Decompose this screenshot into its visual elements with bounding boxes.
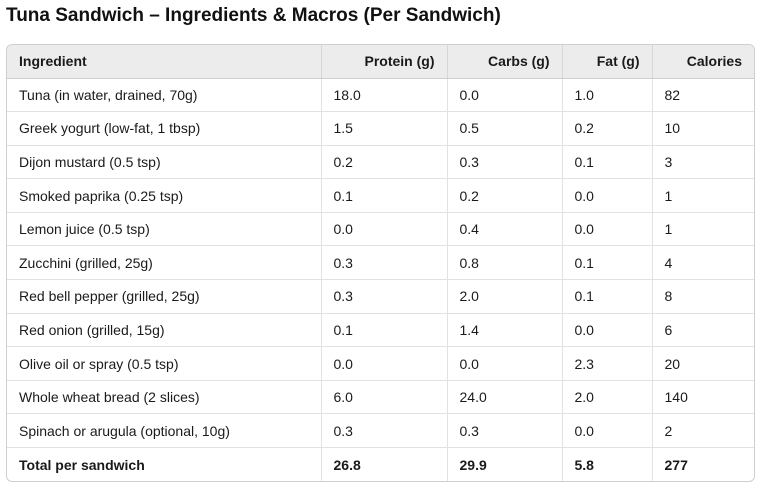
fat-cell: 0.0 (562, 413, 653, 449)
ingredient-cell: Total per sandwich (7, 447, 322, 481)
table-row: Olive oil or spray (0.5 tsp) 0.0 0.0 2.3 20 (7, 346, 754, 381)
calories-cell: 82 (652, 78, 754, 113)
fat-cell: 1.0 (562, 78, 653, 113)
header-fat: Fat (g) (562, 45, 653, 79)
carbs-cell: 0.4 (447, 212, 563, 247)
page-title: Tuna Sandwich – Ingredients & Macros (Pe… (6, 5, 501, 26)
macros-table-container: Ingredient Protein (g) Carbs (g) Fat (g)… (6, 44, 755, 482)
ingredient-cell: Lemon juice (0.5 tsp) (7, 212, 322, 247)
table-row: Spinach or arugula (optional, 10g) 0.3 0.3… (7, 413, 754, 449)
fat-cell: 2.3 (562, 346, 653, 381)
table-row: Dijon mustard (0.5 tsp) 0.2 0.3 0.1 3 (7, 145, 754, 180)
protein-cell: 0.3 (321, 279, 448, 314)
ingredient-cell: Red onion (grilled, 15g) (7, 313, 322, 348)
ingredient-cell: Red bell pepper (grilled, 25g) (7, 279, 322, 314)
ingredient-cell: Spinach or arugula (optional, 10g) (7, 413, 322, 449)
calories-cell: 8 (652, 279, 754, 314)
protein-cell: 0.0 (321, 346, 448, 381)
carbs-cell: 0.2 (447, 178, 563, 213)
calories-cell: 140 (652, 380, 754, 415)
carbs-cell: 0.8 (447, 245, 563, 281)
carbs-cell: 0.0 (447, 78, 563, 113)
total-row: Total per sandwich 26.8 29.9 5.8 277 (7, 447, 754, 481)
table-row: Lemon juice (0.5 tsp) 0.0 0.4 0.0 1 (7, 212, 754, 247)
calories-cell: 6 (652, 313, 754, 348)
table-body: Tuna (in water, drained, 70g) 18.0 0.0 1.0 8… (7, 78, 754, 481)
table-row: Red onion (grilled, 15g) 0.1 1.4 0.0 6 (7, 313, 754, 348)
fat-cell: 5.8 (562, 447, 653, 481)
calories-cell: 3 (652, 145, 754, 180)
header-ingredient: Ingredient (7, 45, 322, 79)
fat-cell: 2.0 (562, 380, 653, 415)
protein-cell: 6.0 (321, 380, 448, 415)
protein-cell: 1.5 (321, 111, 448, 146)
header-carbs: Carbs (g) (447, 45, 563, 79)
protein-cell: 0.2 (321, 145, 448, 180)
ingredient-cell: Dijon mustard (0.5 tsp) (7, 145, 322, 180)
carbs-cell: 1.4 (447, 313, 563, 348)
calories-cell: 2 (652, 413, 754, 449)
protein-cell: 0.3 (321, 413, 448, 449)
protein-cell: 0.0 (321, 212, 448, 247)
carbs-cell: 0.3 (447, 145, 563, 180)
header-calories: Calories (652, 45, 754, 79)
fat-cell: 0.1 (562, 145, 653, 180)
table-row: Whole wheat bread (2 slices) 6.0 24.0 2.0 14… (7, 380, 754, 415)
table-row: Smoked paprika (0.25 tsp) 0.1 0.2 0.0 1 (7, 178, 754, 213)
carbs-cell: 2.0 (447, 279, 563, 314)
calories-cell: 10 (652, 111, 754, 146)
protein-cell: 18.0 (321, 78, 448, 113)
ingredient-cell: Whole wheat bread (2 slices) (7, 380, 322, 415)
ingredient-cell: Smoked paprika (0.25 tsp) (7, 178, 322, 213)
carbs-cell: 0.5 (447, 111, 563, 146)
protein-cell: 26.8 (321, 447, 448, 481)
fat-cell: 0.1 (562, 245, 653, 281)
protein-cell: 0.1 (321, 178, 448, 213)
fat-cell: 0.2 (562, 111, 653, 146)
calories-cell: 20 (652, 346, 754, 381)
table-header-row: Ingredient Protein (g) Carbs (g) Fat (g)… (7, 45, 754, 79)
fat-cell: 0.0 (562, 212, 653, 247)
ingredient-cell: Tuna (in water, drained, 70g) (7, 78, 322, 113)
calories-cell: 277 (664, 456, 688, 473)
table-row: Tuna (in water, drained, 70g) 18.0 0.0 1.0 8… (7, 78, 754, 113)
fat-cell: 0.1 (562, 279, 653, 314)
fat-cell: 0.0 (562, 313, 653, 348)
header-protein: Protein (g) (321, 45, 448, 79)
carbs-cell: 0.3 (447, 413, 563, 449)
ingredient-cell: Olive oil or spray (0.5 tsp) (7, 346, 322, 381)
carbs-cell: 29.9 (447, 447, 563, 481)
carbs-cell: 24.0 (447, 380, 563, 415)
protein-cell: 0.1 (321, 313, 448, 348)
table-row: Red bell pepper (grilled, 25g) 0.3 2.0 0.1 8 (7, 279, 754, 314)
calories-cell: 1 (652, 178, 754, 213)
table-row: Greek yogurt (low-fat, 1 tbsp) 1.5 0.5 0.2 1… (7, 111, 754, 146)
calories-cell: 4 (652, 245, 754, 281)
ingredient-cell: Zucchini (grilled, 25g) (7, 245, 322, 281)
ingredient-cell: Greek yogurt (low-fat, 1 tbsp) (7, 111, 322, 146)
carbs-cell: 0.0 (447, 346, 563, 381)
table-row: Zucchini (grilled, 25g) 0.3 0.8 0.1 4 (7, 245, 754, 281)
calories-cell: 1 (652, 212, 754, 247)
fat-cell: 0.0 (562, 178, 653, 213)
protein-cell: 0.3 (321, 245, 448, 281)
macros-table: Ingredient Protein (g) Carbs (g) Fat (g)… (7, 45, 754, 481)
